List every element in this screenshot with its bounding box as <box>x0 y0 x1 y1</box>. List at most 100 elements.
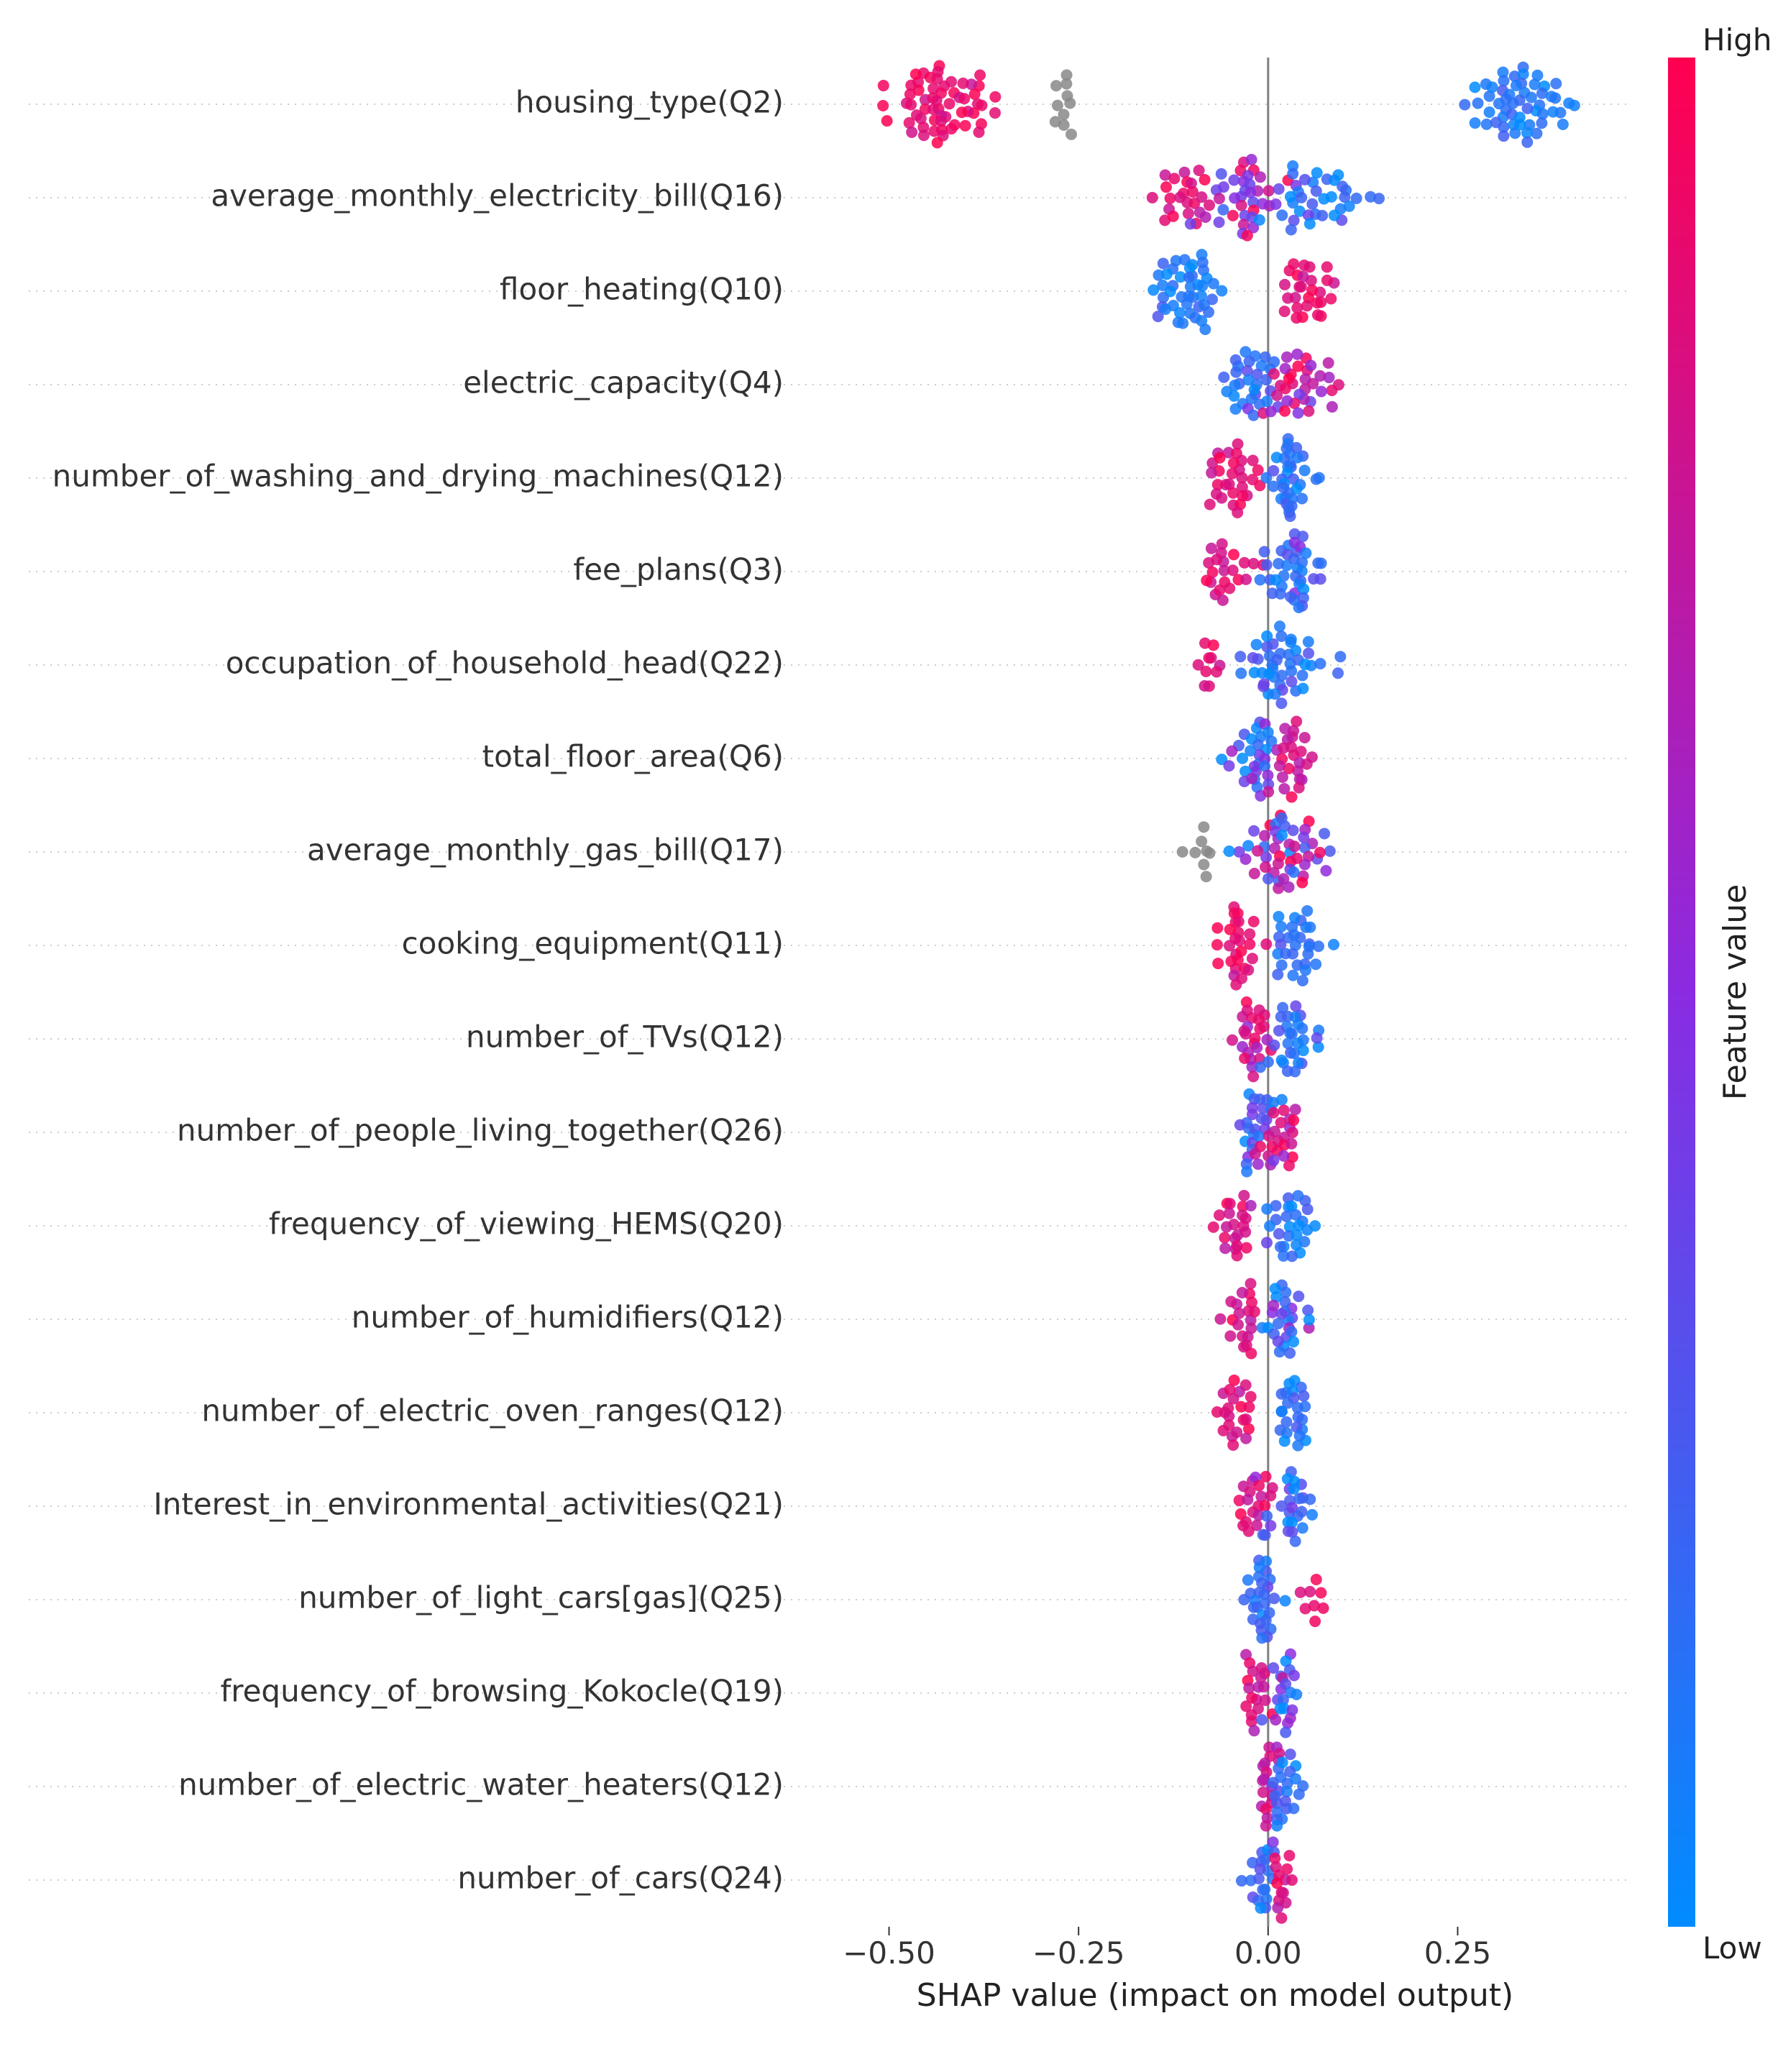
shap-point <box>1286 633 1297 645</box>
shap-point <box>1289 840 1301 852</box>
shap-point <box>1276 830 1288 841</box>
shap-point <box>1245 1200 1257 1211</box>
shap-point <box>1263 873 1274 884</box>
shap-point <box>1316 385 1327 397</box>
shap-point <box>1268 1107 1279 1119</box>
shap-point <box>1237 1330 1248 1342</box>
shap-point <box>958 93 970 104</box>
shap-point <box>1238 1025 1250 1037</box>
shap-point <box>1279 405 1291 417</box>
shap-point <box>1274 620 1286 632</box>
shap-point <box>1200 211 1211 223</box>
shap-point <box>1168 173 1180 184</box>
feature-label: number_of_washing_and_drying_machines(Q1… <box>52 459 784 494</box>
shap-point <box>1219 1242 1231 1254</box>
shap-point <box>1238 1190 1250 1201</box>
shap-point <box>1279 306 1291 317</box>
shap-point <box>974 70 986 81</box>
shap-point <box>1256 1113 1268 1124</box>
shap-point <box>1261 395 1273 407</box>
shap-point <box>958 78 969 89</box>
feature-label: occupation_of_household_head(Q22) <box>226 646 784 681</box>
shap-point <box>1290 1104 1301 1115</box>
shap-point <box>1470 117 1481 129</box>
shap-point <box>1306 751 1318 763</box>
shap-point <box>1066 129 1077 140</box>
shap-point <box>1261 631 1273 642</box>
shap-point <box>1270 574 1281 586</box>
shap-point <box>1270 1714 1281 1725</box>
shap-point <box>1227 210 1239 221</box>
shap-point <box>1273 911 1284 922</box>
shap-point <box>1268 1300 1279 1311</box>
shap-point <box>1292 1440 1303 1452</box>
feature-label: cooking_equipment(Q11) <box>402 926 784 961</box>
shap-point <box>1258 1681 1270 1692</box>
shap-point <box>1272 968 1283 980</box>
feature-label: frequency_of_viewing_HEMS(Q20) <box>269 1206 784 1242</box>
shap-point <box>949 119 961 131</box>
shap-point <box>1200 666 1211 677</box>
shap-point <box>1268 1040 1280 1051</box>
shap-point <box>1303 648 1314 659</box>
shap-point <box>1248 558 1260 569</box>
shap-point <box>1299 732 1311 743</box>
shap-point <box>1487 81 1498 93</box>
shap-point <box>1286 500 1298 512</box>
feature-label: housing_type(Q2) <box>515 85 784 120</box>
feature-label: average_monthly_electricity_bill(Q16) <box>211 178 784 214</box>
shap-point <box>1228 174 1239 185</box>
shap-point <box>1231 1426 1242 1438</box>
shap-point <box>1311 297 1323 308</box>
shap-point <box>1276 209 1288 221</box>
shap-point <box>1281 352 1293 363</box>
shap-point <box>1286 1874 1298 1886</box>
shap-point <box>1242 230 1253 242</box>
shap-point <box>1280 948 1291 959</box>
shap-point <box>1264 1220 1275 1232</box>
shap-point <box>1278 742 1289 753</box>
shap-point <box>1260 1529 1271 1541</box>
shap-point <box>1291 1239 1302 1251</box>
shap-point <box>1208 1221 1219 1233</box>
shap-point <box>1185 281 1196 293</box>
shap-point <box>1265 405 1277 417</box>
shap-point <box>1259 546 1270 557</box>
shap-point <box>1214 452 1226 464</box>
shap-point <box>1232 1250 1243 1261</box>
shap-point <box>1280 382 1291 394</box>
shap-point <box>1229 192 1240 203</box>
feature-label: fee_plans(Q3) <box>573 552 784 587</box>
shap-point <box>1536 117 1547 129</box>
shap-point <box>1292 1019 1303 1030</box>
shap-point <box>1291 302 1303 313</box>
shap-point <box>1293 602 1305 613</box>
x-axis-label: SHAP value (impact on model output) <box>917 1977 1513 2014</box>
shap-point <box>1255 1902 1266 1914</box>
shap-point <box>1165 285 1176 297</box>
shap-point <box>1221 1221 1232 1233</box>
shap-point <box>1282 293 1293 304</box>
shap-point <box>1245 187 1256 198</box>
feature-label: number_of_light_cars[gas](Q25) <box>298 1580 784 1615</box>
shap-point <box>1283 373 1295 385</box>
shap-point <box>1280 1727 1291 1738</box>
shap-point <box>1238 1341 1250 1352</box>
shap-point <box>1293 281 1305 293</box>
shap-point <box>1563 97 1575 109</box>
shap-point <box>1280 1595 1291 1607</box>
shap-point <box>976 100 988 111</box>
shap-point <box>1239 1227 1251 1238</box>
shap-point <box>1178 167 1190 178</box>
shap-point <box>1260 1820 1272 1832</box>
shap-point <box>1217 595 1229 606</box>
shap-point <box>1273 183 1285 195</box>
shap-point <box>1291 1229 1303 1241</box>
shap-point <box>1203 652 1214 664</box>
shap-point <box>1243 1401 1255 1413</box>
shap-point <box>1254 214 1265 226</box>
shap-point <box>1286 1326 1297 1337</box>
shap-point <box>1309 1220 1321 1232</box>
shap-point <box>1204 199 1215 211</box>
shap-point <box>1241 1166 1252 1178</box>
